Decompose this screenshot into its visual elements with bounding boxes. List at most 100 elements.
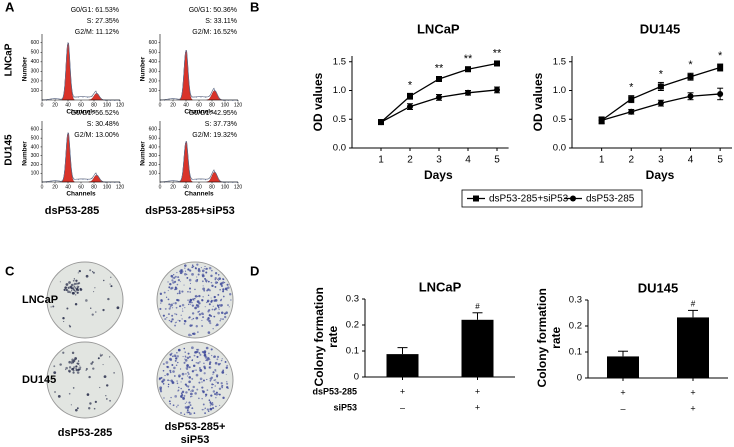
colony [187,290,189,293]
colony [57,394,61,398]
colony [179,270,181,272]
colony [214,272,218,275]
x-axis-label: Channels [184,109,214,116]
colony [182,397,185,400]
colony [70,286,73,289]
colony [214,276,217,280]
colony [181,303,185,307]
colony [220,311,224,315]
colony [207,331,211,334]
colony [214,307,217,310]
colony [53,371,57,375]
colony [212,371,215,374]
colony [219,288,221,291]
colony [75,279,78,282]
colony [221,386,223,389]
significance: * [688,59,693,71]
colony [203,372,206,375]
colony [194,267,197,270]
colony [201,280,204,283]
colony [201,398,203,400]
colony [201,386,204,389]
colony [159,388,162,391]
colony [180,381,182,383]
colony [53,365,56,368]
colony [109,283,111,285]
colony [191,359,193,362]
colony [228,306,230,308]
colony [220,382,223,385]
colony [195,325,198,328]
panel-label: C [5,263,15,278]
colony [189,412,192,416]
colony [205,271,208,274]
y-tick-label: 0.2 [569,321,582,332]
cell-cycle-stat: G0/G1: 42.95% [189,110,237,117]
chart-title: DU145 [638,280,678,295]
x-tick-label: 20 [170,102,176,108]
condition-mark: – [620,403,625,413]
colony [183,347,186,350]
colony [183,413,186,416]
colony [206,408,210,411]
colony [200,267,202,269]
colony [226,283,229,286]
colony [172,370,175,373]
colony [176,292,179,295]
colony [202,287,206,291]
colony [193,412,196,414]
marker [687,93,694,100]
colony [197,311,199,313]
significance: ** [493,48,502,60]
colony [172,281,175,284]
colony [191,324,194,327]
colony [187,303,190,306]
colony [168,400,171,403]
x-tick-label: 80 [209,102,215,108]
y-tick-label: 0.3 [569,295,582,306]
colony [196,276,198,278]
significance: * [408,79,413,91]
colony [174,288,176,291]
colony [103,375,107,379]
y-tick-label: 600 [149,40,158,46]
colony [202,313,204,315]
colony [214,361,218,365]
cell-cycle-stat: G0/G1: 56.52% [71,110,119,117]
colony [186,356,190,360]
colony [184,267,186,269]
colony [171,318,174,321]
colony [59,363,62,366]
x-tick-label: 120 [234,184,243,190]
colony [169,369,172,372]
x-tick-label: 120 [116,184,125,190]
colony [211,401,214,404]
colony [169,403,171,405]
colony [199,361,201,363]
row-label: LNCaP [22,294,58,306]
significance: * [718,50,723,62]
colony [208,309,211,312]
colony [176,380,178,382]
colony [85,299,88,302]
y-axis-label: Colony formation rate [535,288,563,388]
colony [174,324,177,327]
x-tick-label: 120 [234,102,243,108]
colony [191,389,194,392]
colony [220,359,223,362]
y-tick-label: 1.5 [333,56,346,67]
y-tick-label: 1.0 [333,85,346,96]
colony [106,398,108,400]
colony [208,266,212,270]
colony [177,390,179,392]
x-tick-label: 20 [170,184,176,190]
x-tick-label: 1 [378,155,384,166]
colony [188,317,190,319]
colony [71,290,73,292]
colony [68,366,72,369]
colony [192,364,196,368]
marker [657,100,664,107]
y-tick-label: 0.1 [346,346,359,357]
colony [73,289,76,292]
colony [169,353,172,356]
